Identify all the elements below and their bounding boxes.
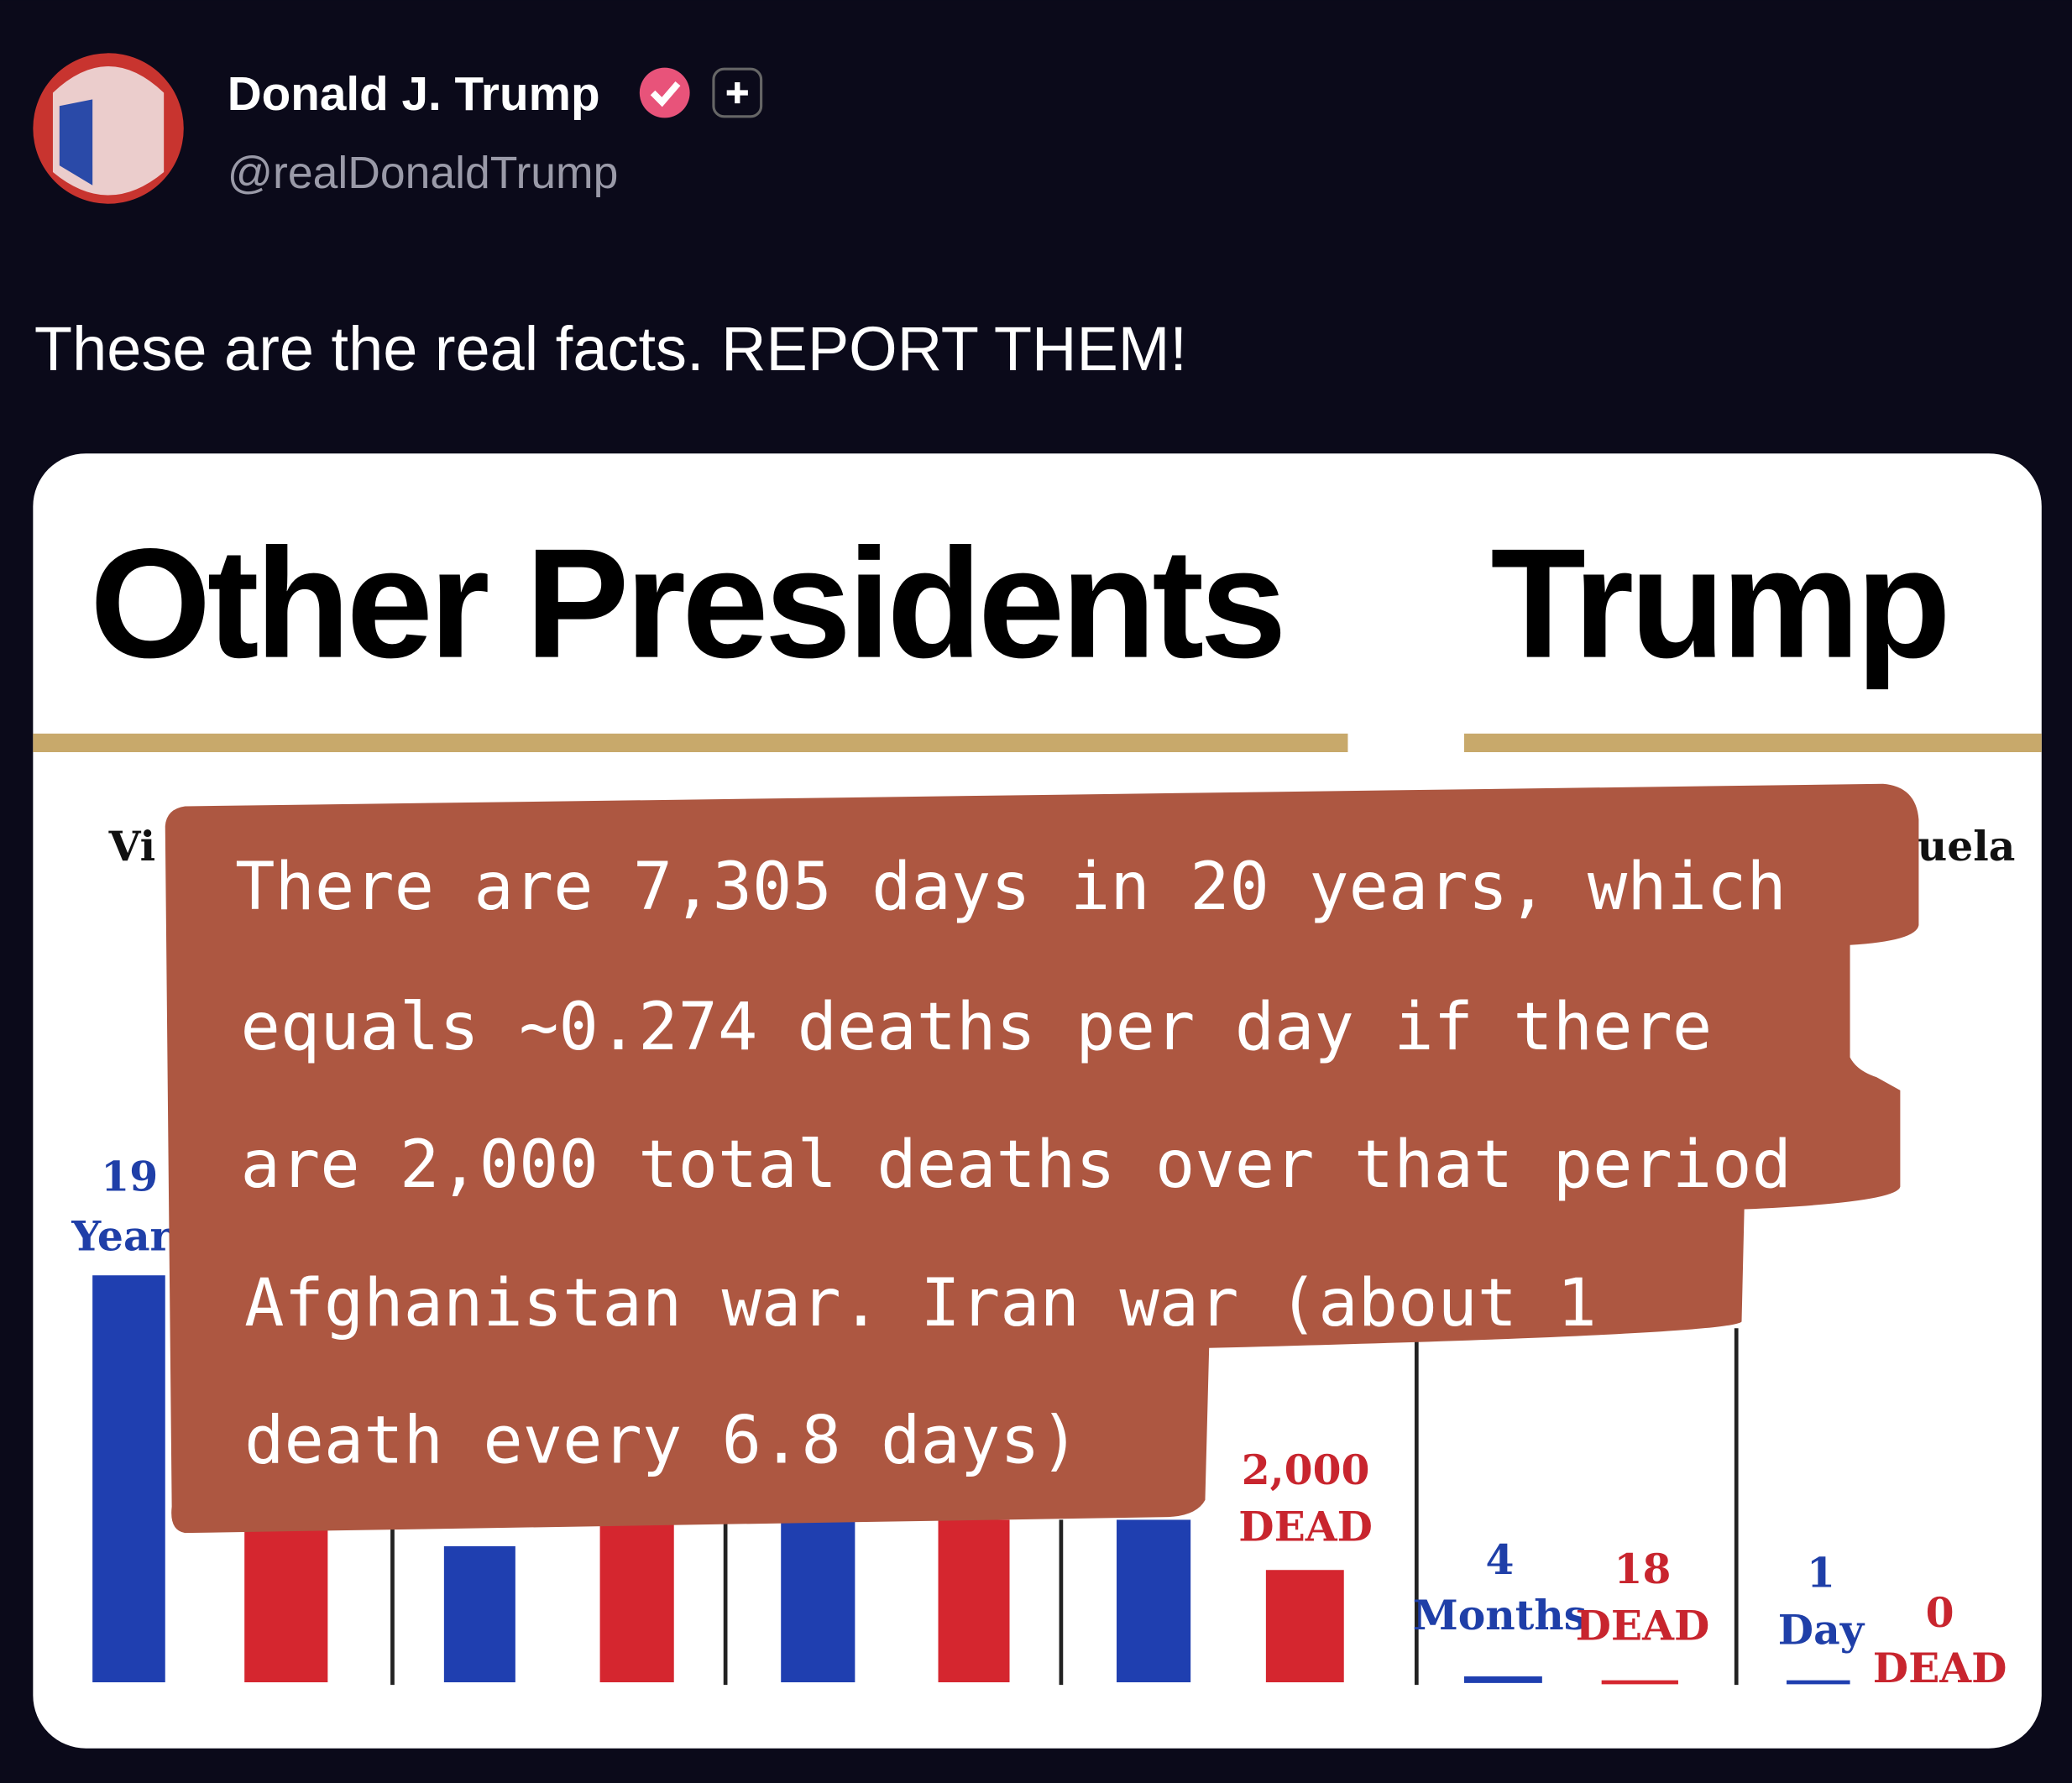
label: Day bbox=[1778, 1605, 1865, 1654]
overlay-line: are 2,000 total deaths over that period bbox=[240, 1126, 1792, 1203]
heading: Other Presidents bbox=[90, 517, 1283, 691]
plus-badge bbox=[712, 67, 763, 118]
author-handle[interactable]: @realDonaldTrump bbox=[228, 149, 619, 198]
label: 0 bbox=[1926, 1588, 1954, 1637]
label: 4 bbox=[1485, 1535, 1514, 1584]
overlay-line: There are 7,305 days in 20 years, which bbox=[235, 848, 1787, 925]
label: 18 bbox=[1614, 1545, 1672, 1593]
label: 2,000 bbox=[1242, 1446, 1370, 1494]
overlay-line: death every 6.8 days) bbox=[244, 1402, 1080, 1479]
caption-overlay bbox=[165, 783, 1919, 1534]
avatar[interactable] bbox=[33, 53, 184, 204]
label: DEAD bbox=[1238, 1503, 1373, 1551]
post-text: These are the real facts. REPORT THEM! bbox=[34, 314, 1187, 384]
label: uela bbox=[1918, 822, 2016, 871]
bars bbox=[92, 1275, 1850, 1686]
label: Vi bbox=[108, 822, 156, 871]
labels: Vi uela 19 Year 2,000 DEAD 4 Months 18 D… bbox=[71, 822, 2015, 1692]
label: 1 bbox=[1807, 1549, 1835, 1597]
label: DEAD bbox=[1576, 1602, 1710, 1650]
label: 19 bbox=[101, 1153, 158, 1201]
author-name[interactable]: Donald J. Trump bbox=[228, 68, 600, 121]
heading: Trump bbox=[1490, 517, 1947, 691]
label: Months bbox=[1413, 1591, 1587, 1639]
label: DEAD bbox=[1873, 1644, 2007, 1692]
overlay-text: There are 7,305 days in 20 years, which … bbox=[235, 848, 1792, 1478]
overlay-line: Afghanistan war. Iran war (about 1 bbox=[244, 1264, 1597, 1341]
overlay-line: equals ~0.274 deaths per day if there bbox=[240, 988, 1712, 1065]
label: Year bbox=[71, 1211, 172, 1260]
verified-badge bbox=[639, 67, 690, 118]
